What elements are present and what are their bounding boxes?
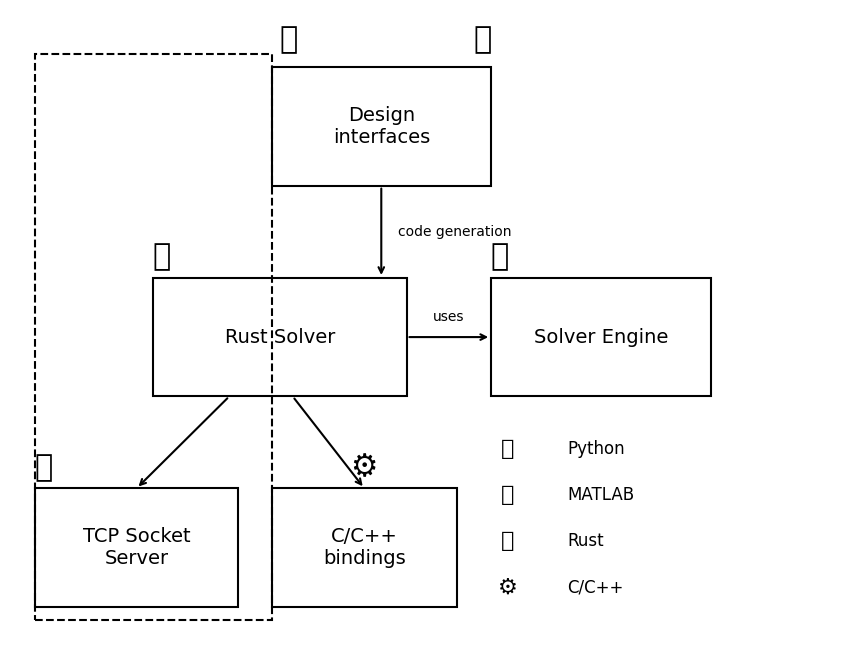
FancyBboxPatch shape: [153, 278, 407, 397]
FancyBboxPatch shape: [36, 488, 238, 607]
Text: 📐: 📐: [501, 485, 515, 505]
Bar: [36, 54, 272, 620]
Text: 📐: 📐: [473, 25, 492, 54]
Text: Rust Solver: Rust Solver: [224, 328, 335, 346]
Text: code generation: code generation: [398, 225, 512, 239]
Text: 🦀: 🦀: [490, 243, 508, 271]
Text: 🐍: 🐍: [280, 25, 297, 54]
Text: 🦀: 🦀: [501, 531, 515, 551]
FancyBboxPatch shape: [491, 278, 711, 397]
Text: Solver Engine: Solver Engine: [534, 328, 668, 346]
Text: 🦀: 🦀: [35, 453, 53, 482]
FancyBboxPatch shape: [272, 488, 457, 607]
Text: Design
interfaces: Design interfaces: [333, 106, 430, 147]
Text: MATLAB: MATLAB: [567, 486, 634, 504]
Text: Python: Python: [567, 440, 624, 458]
Text: C/C++
bindings: C/C++ bindings: [323, 527, 406, 568]
Text: Rust: Rust: [567, 532, 604, 550]
Text: 🐍: 🐍: [501, 439, 515, 459]
Text: uses: uses: [433, 310, 464, 324]
Text: ⚙️: ⚙️: [351, 453, 378, 482]
Text: ⚙️: ⚙️: [498, 577, 518, 597]
Text: C/C++: C/C++: [567, 578, 623, 596]
Text: 🦀: 🦀: [152, 243, 171, 271]
FancyBboxPatch shape: [272, 67, 491, 186]
Text: TCP Socket
Server: TCP Socket Server: [83, 527, 191, 568]
